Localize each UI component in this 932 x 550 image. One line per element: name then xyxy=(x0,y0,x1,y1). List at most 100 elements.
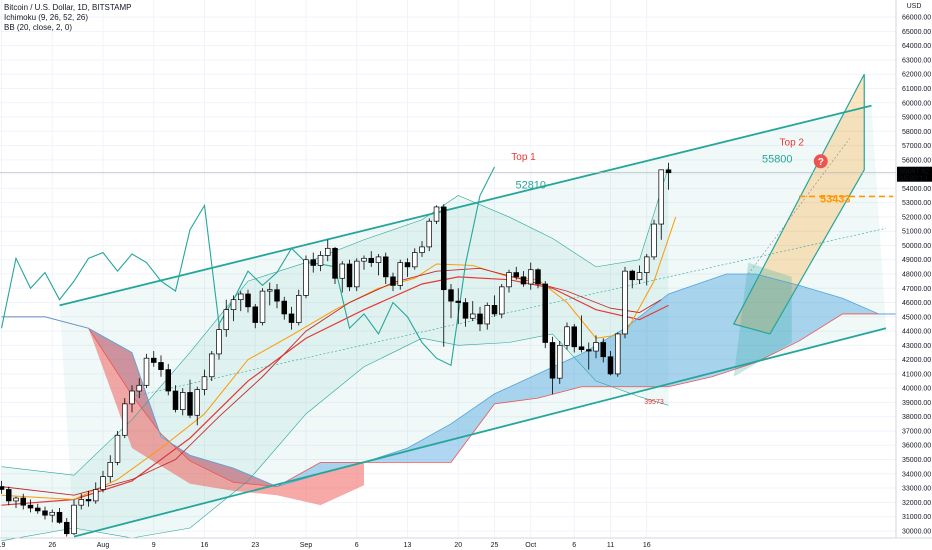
candle[interactable] xyxy=(13,496,19,509)
candle[interactable] xyxy=(607,351,614,376)
candle[interactable] xyxy=(274,283,280,309)
candle[interactable] xyxy=(85,490,92,507)
candle[interactable] xyxy=(288,306,295,330)
candle[interactable] xyxy=(339,261,346,293)
candle[interactable] xyxy=(383,252,389,284)
candle[interactable] xyxy=(223,299,230,337)
candle[interactable] xyxy=(346,259,353,292)
candle-body xyxy=(56,511,63,523)
candle[interactable] xyxy=(441,204,447,347)
candle[interactable] xyxy=(92,482,99,504)
candle[interactable] xyxy=(665,162,672,190)
candle[interactable] xyxy=(491,295,498,317)
candle[interactable] xyxy=(27,499,34,513)
candle[interactable] xyxy=(397,259,404,290)
candle[interactable] xyxy=(317,251,324,272)
candle[interactable] xyxy=(499,283,505,319)
candle[interactable] xyxy=(100,470,106,493)
candle[interactable] xyxy=(78,493,84,510)
candle[interactable] xyxy=(527,262,534,290)
candle[interactable] xyxy=(267,282,273,306)
candle[interactable] xyxy=(107,455,113,483)
candle[interactable] xyxy=(121,398,128,439)
candle[interactable] xyxy=(433,205,440,225)
candle[interactable] xyxy=(578,315,585,353)
candle[interactable] xyxy=(658,169,664,240)
candle[interactable] xyxy=(187,379,193,419)
legend-bollinger[interactable]: BB (20, close, 2, 0) xyxy=(4,23,73,32)
candle[interactable] xyxy=(194,386,201,426)
candle[interactable] xyxy=(42,506,48,520)
candle[interactable] xyxy=(448,283,454,319)
candle[interactable] xyxy=(636,265,643,284)
candle[interactable] xyxy=(484,302,491,330)
candle[interactable] xyxy=(354,258,360,292)
candle[interactable] xyxy=(593,335,599,359)
candle[interactable] xyxy=(158,355,164,377)
candle[interactable] xyxy=(426,218,433,252)
candle[interactable] xyxy=(303,255,309,299)
candle[interactable] xyxy=(151,351,157,367)
candle[interactable] xyxy=(643,254,650,286)
candle[interactable] xyxy=(332,246,338,284)
candles[interactable] xyxy=(0,162,672,537)
candle[interactable] xyxy=(281,296,288,320)
candle[interactable] xyxy=(390,272,396,292)
candle[interactable] xyxy=(129,385,135,413)
candle[interactable] xyxy=(5,486,12,506)
candle[interactable] xyxy=(455,288,462,324)
candle[interactable] xyxy=(629,269,635,289)
legend-ichimoku[interactable]: Ichimoku (9, 26, 52, 26) xyxy=(4,13,89,22)
candle[interactable] xyxy=(651,219,657,260)
candle[interactable] xyxy=(520,271,527,287)
candle[interactable] xyxy=(556,341,563,384)
candle[interactable] xyxy=(49,509,55,523)
candle[interactable] xyxy=(470,301,476,322)
candle[interactable] xyxy=(564,322,570,350)
candle[interactable] xyxy=(600,338,606,363)
candle[interactable] xyxy=(209,351,215,382)
candle[interactable] xyxy=(542,281,548,349)
candle[interactable] xyxy=(20,493,27,510)
candle[interactable] xyxy=(296,289,302,326)
candle[interactable] xyxy=(325,239,331,262)
candle[interactable] xyxy=(310,252,317,273)
candle[interactable] xyxy=(506,269,512,293)
candle[interactable] xyxy=(361,255,367,270)
candle[interactable] xyxy=(180,388,186,416)
candle[interactable] xyxy=(549,336,556,395)
candle[interactable] xyxy=(477,306,483,332)
candle[interactable] xyxy=(216,323,222,360)
legend-symbol[interactable]: Bitcoin / U.S. Dollar, 1D, BITSTAMP xyxy=(4,3,132,12)
candle[interactable] xyxy=(252,303,259,329)
candle[interactable] xyxy=(614,332,621,377)
candle[interactable] xyxy=(368,251,375,267)
candle[interactable] xyxy=(172,385,179,413)
candle[interactable] xyxy=(375,254,382,276)
candle[interactable] xyxy=(622,266,628,339)
candle[interactable] xyxy=(419,241,425,257)
candle[interactable] xyxy=(585,342,592,370)
candle[interactable] xyxy=(56,508,63,524)
candle[interactable] xyxy=(201,369,208,396)
candle[interactable] xyxy=(535,268,541,289)
candle[interactable] xyxy=(259,288,266,326)
candle[interactable] xyxy=(143,353,150,389)
candle[interactable] xyxy=(571,323,577,353)
candle[interactable] xyxy=(71,499,77,536)
candle[interactable] xyxy=(412,248,418,270)
candle[interactable] xyxy=(462,298,469,327)
candle[interactable] xyxy=(245,289,251,313)
candle[interactable] xyxy=(513,266,519,280)
candle[interactable] xyxy=(404,258,411,277)
candle[interactable] xyxy=(34,503,41,514)
candle[interactable] xyxy=(0,480,5,494)
candle[interactable] xyxy=(136,378,143,399)
candle[interactable] xyxy=(238,291,244,312)
candle[interactable] xyxy=(114,430,121,466)
candle[interactable] xyxy=(165,363,172,396)
candle[interactable] xyxy=(230,295,237,322)
candle[interactable] xyxy=(63,518,70,537)
